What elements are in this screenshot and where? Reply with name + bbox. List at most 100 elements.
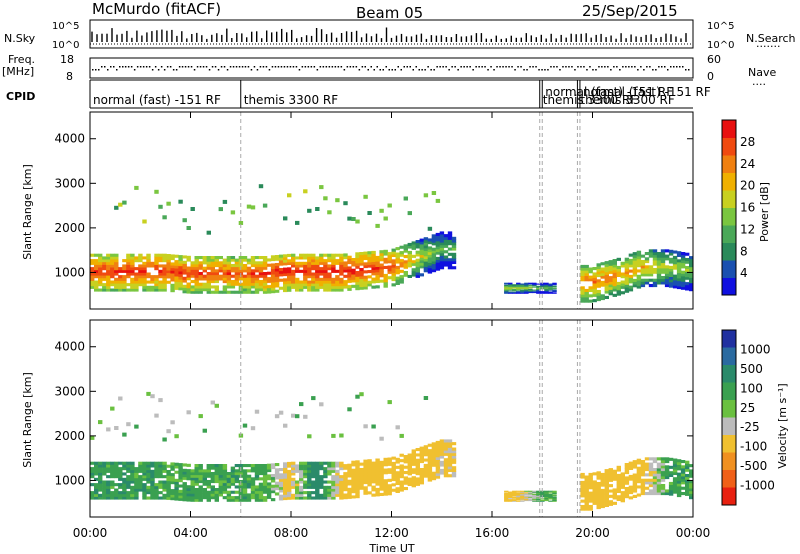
heatmap-cell (423, 261, 429, 265)
heatmap-cell (359, 468, 364, 472)
heatmap-cell (234, 269, 240, 273)
heatmap-cell (584, 505, 589, 509)
heatmap-cell (339, 477, 344, 481)
heatmap-cell (620, 280, 625, 284)
heatmap-cell (114, 472, 119, 476)
colorbar-swatch (722, 417, 736, 436)
heatmap-cell (415, 253, 420, 257)
heatmap-cell (596, 487, 601, 491)
heatmap-cell (528, 490, 533, 492)
heatmap-cell (295, 467, 300, 471)
heatmap-cell (636, 477, 642, 481)
heatmap-cell (166, 470, 171, 474)
heatmap-cell (528, 498, 533, 500)
heatmap-cell (315, 467, 320, 471)
heatmap-cell (427, 467, 433, 471)
heatmap-cell (246, 464, 252, 468)
heatmap-cell (278, 257, 284, 261)
velocity-ylabel: Slant Range [km] (21, 372, 34, 468)
heatmap-cell (660, 465, 666, 469)
heatmap-cell (351, 482, 356, 486)
heatmap-cell (435, 467, 441, 471)
heatmap-cell (524, 290, 529, 292)
heatmap-cell (411, 273, 416, 277)
freq-tick-bottom: 8 (66, 70, 73, 83)
heatmap-cell (359, 473, 364, 477)
heatmap-cell (142, 261, 147, 265)
heatmap-cell (291, 253, 296, 257)
x-tick-label: 12:00 (374, 526, 409, 540)
heatmap-cell (363, 281, 368, 285)
heatmap-cell (154, 261, 159, 265)
heatmap-cell (258, 464, 264, 468)
heatmap-cell (242, 474, 248, 478)
heatmap-cell (154, 285, 159, 289)
freq-mark (451, 66, 453, 68)
heatmap-cell (307, 496, 312, 500)
heatmap-cell (612, 259, 617, 263)
heatmap-cell (379, 436, 384, 441)
cpid-segment-label: themis 3300 RF (580, 93, 674, 107)
freq-mark (397, 66, 399, 68)
heatmap-cell (387, 260, 392, 264)
heatmap-cell (186, 290, 191, 294)
heatmap-cell (427, 251, 433, 255)
heatmap-cell (512, 285, 517, 287)
heatmap-cell (266, 290, 272, 294)
heatmap-cell (311, 267, 316, 271)
heatmap-cell (676, 459, 682, 463)
heatmap-cell (628, 277, 634, 281)
heatmap-cell (407, 453, 412, 457)
heatmap-cell (222, 285, 228, 289)
heatmap-cell (351, 276, 356, 280)
heatmap-cell (411, 476, 416, 480)
heatmap-cell (620, 485, 625, 489)
heatmap-cell (508, 285, 513, 287)
heatmap-cell (580, 294, 585, 298)
heatmap-cell (351, 258, 356, 262)
heatmap-cell (447, 236, 453, 240)
heatmap-cell (363, 262, 368, 266)
heatmap-cell (439, 239, 445, 243)
heatmap-cell (628, 280, 634, 284)
heatmap-cell (154, 413, 159, 418)
heatmap-cell (528, 287, 533, 289)
colorbar-swatch (722, 347, 736, 366)
heatmap-cell (660, 478, 666, 482)
heatmap-cell (194, 288, 199, 292)
heatmap-cell (130, 467, 135, 471)
heatmap-cell (512, 500, 517, 502)
freq-marks (92, 66, 690, 71)
heatmap-cell (142, 264, 147, 268)
heatmap-cell (238, 256, 244, 260)
heatmap-cell (118, 493, 123, 497)
heatmap-cell (274, 487, 280, 491)
heatmap-cell (250, 269, 256, 273)
heatmap-cell (689, 496, 694, 500)
heatmap-cell (423, 466, 429, 470)
heatmap-cell (218, 485, 223, 489)
heatmap-cell (375, 474, 380, 478)
heatmap-cell (668, 487, 674, 491)
heatmap-cell (403, 255, 408, 259)
heatmap-cell (166, 259, 171, 263)
heatmap-cell (439, 452, 445, 456)
heatmap-cell (592, 501, 597, 505)
heatmap-cell (154, 483, 159, 487)
heatmap-cell (672, 487, 678, 491)
heatmap-cell (604, 282, 609, 286)
heatmap-cell (266, 493, 272, 497)
nave-label: Nave (748, 66, 776, 79)
heatmap-cell (596, 263, 601, 267)
heatmap-cell (222, 290, 228, 294)
heatmap-cell (230, 469, 236, 473)
heatmap-cell (94, 491, 99, 495)
heatmap-cell (508, 493, 513, 495)
heatmap-cell (544, 285, 549, 287)
heatmap-cell (266, 279, 272, 283)
heatmap-cell (343, 266, 348, 270)
heatmap-cell (142, 472, 147, 476)
heatmap-cell (186, 469, 191, 473)
heatmap-cell (323, 264, 328, 268)
heatmap-cell (536, 289, 541, 291)
